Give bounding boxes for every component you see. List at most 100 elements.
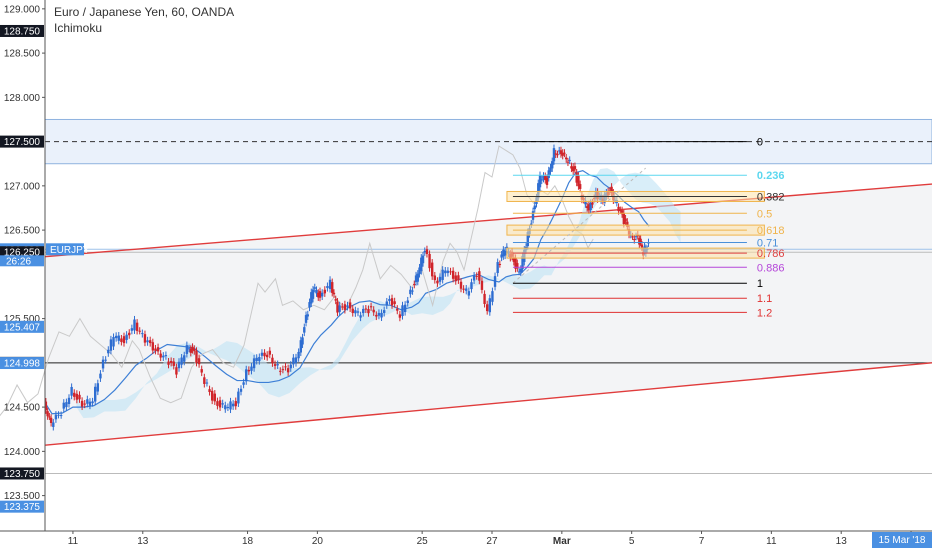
candle-body xyxy=(457,275,460,281)
candle-body xyxy=(341,306,344,308)
candle-body xyxy=(542,175,545,179)
candle-body xyxy=(331,282,334,293)
candle-body xyxy=(587,204,591,211)
candle-body xyxy=(306,314,309,317)
fib-level-label: 1.1 xyxy=(757,293,772,305)
price-badge-label: 124.998 xyxy=(4,359,41,370)
candle-body xyxy=(172,361,175,366)
candle-body xyxy=(414,275,418,283)
candle-body xyxy=(446,270,450,274)
candle-body xyxy=(531,211,535,220)
candle-body xyxy=(297,351,300,359)
candle-body xyxy=(346,305,349,307)
price-tick-label: 125.500 xyxy=(4,314,41,325)
candle-body xyxy=(245,369,248,382)
price-tick-label: 124.500 xyxy=(4,403,41,414)
time-axis[interactable]: 111318202527Mar5711131515 Mar '18 xyxy=(0,530,932,548)
candle-body xyxy=(52,422,55,427)
time-tick-label: 20 xyxy=(312,536,324,547)
candle-body xyxy=(78,394,81,400)
candle-body xyxy=(475,275,478,277)
candle-body xyxy=(362,308,365,314)
candle-body xyxy=(540,179,543,181)
candle-body xyxy=(356,311,360,313)
candle-body xyxy=(143,334,147,343)
candle-body xyxy=(210,390,214,401)
candle-body xyxy=(281,369,285,371)
candle-body xyxy=(547,170,550,179)
candle-body xyxy=(250,366,253,371)
candle-body xyxy=(459,281,463,289)
fib-level-label: 0.5 xyxy=(757,208,772,220)
ichimoku-base-line xyxy=(44,170,650,415)
candle-body xyxy=(530,223,533,225)
candle-body xyxy=(351,308,354,314)
candle-body xyxy=(273,364,277,366)
candle-body xyxy=(584,200,587,205)
candle-body xyxy=(462,288,465,290)
candle-body xyxy=(441,269,444,280)
candle-body xyxy=(418,267,421,274)
candle-body xyxy=(382,310,386,313)
candle-body xyxy=(203,377,206,384)
candle-body xyxy=(589,202,592,211)
candle-body xyxy=(398,314,402,318)
candle-body xyxy=(221,403,224,405)
countdown-label: 26:26 xyxy=(6,256,31,267)
candle-body xyxy=(292,357,295,365)
candle-body xyxy=(470,282,473,290)
candle-body xyxy=(393,301,396,305)
candle-body xyxy=(491,291,494,302)
candle-body xyxy=(554,153,557,155)
fib-level-label: 0.618 xyxy=(757,225,785,237)
candle-body xyxy=(130,328,134,331)
candle-body xyxy=(164,355,168,357)
candle-body xyxy=(169,360,173,363)
candle-body xyxy=(338,305,341,312)
candle-body xyxy=(421,255,425,264)
candle-body xyxy=(551,161,554,169)
time-tick-label: 11 xyxy=(766,536,777,547)
candle-body xyxy=(610,186,613,194)
fib-level-label: 0.236 xyxy=(757,170,785,182)
price-badge xyxy=(0,24,44,37)
candle-body xyxy=(533,205,536,210)
candle-body xyxy=(359,315,362,318)
candle-body xyxy=(332,292,336,295)
candle-body xyxy=(318,291,322,298)
candle-body xyxy=(328,279,332,289)
candle-body xyxy=(639,238,642,243)
candle-body xyxy=(83,403,86,405)
candle-body xyxy=(229,401,232,410)
fib-level-label: 0.382 xyxy=(757,191,785,203)
candle-body xyxy=(44,401,48,411)
candle-body xyxy=(380,312,383,318)
candle-body xyxy=(472,275,476,281)
candle-body xyxy=(48,416,51,418)
candle-body xyxy=(73,392,76,397)
candle-body xyxy=(420,257,423,272)
price-badge xyxy=(0,246,44,259)
candle-body xyxy=(159,353,162,358)
candle-body xyxy=(571,166,575,172)
price-tick-label: 126.500 xyxy=(4,226,41,237)
candle-body xyxy=(444,270,447,274)
candle-body xyxy=(563,152,566,154)
candle-body xyxy=(633,239,636,241)
time-tick-label: 11 xyxy=(68,536,79,547)
candle-body xyxy=(493,276,497,287)
candle-body xyxy=(626,221,629,227)
candle-body xyxy=(271,357,274,364)
candle-body xyxy=(436,280,439,284)
candle-body xyxy=(433,275,437,281)
candle-body xyxy=(311,289,315,299)
fib-level-label: 1.2 xyxy=(757,307,772,319)
candle-body xyxy=(577,175,580,187)
candle-body xyxy=(591,202,594,205)
candle-body xyxy=(303,327,306,333)
candle-body xyxy=(195,350,198,363)
candle-body xyxy=(498,263,502,265)
channel-top-line xyxy=(44,183,932,258)
